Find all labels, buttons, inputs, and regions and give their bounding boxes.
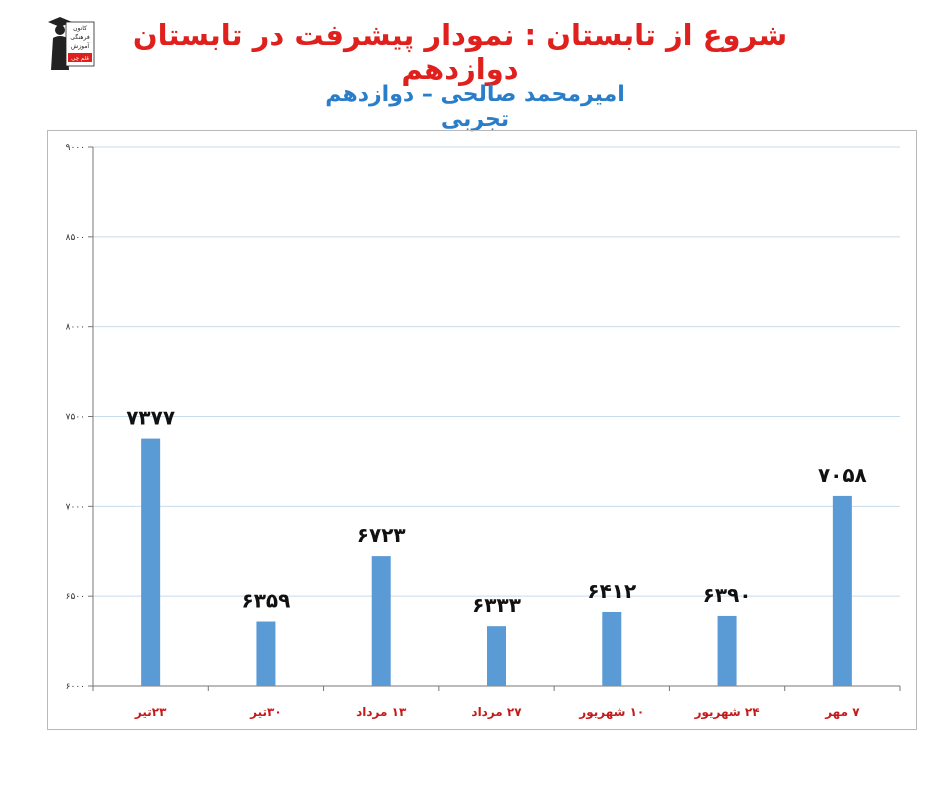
category-label: ۲۷ مرداد (471, 705, 522, 719)
data-label: ۶۳۵۹ (242, 588, 291, 612)
chart-frame (47, 130, 917, 730)
data-label: ۷۰۵۸ (818, 463, 867, 487)
bar (487, 626, 506, 686)
bar (141, 438, 161, 686)
bar (371, 556, 391, 686)
y-tick-label: ۸۰۰۰ (66, 323, 85, 333)
page-title: شروع از تابستان : نمودار پیشرفت در تابست… (132, 18, 788, 86)
y-tick-label: ۹۰۰۰ (66, 143, 85, 153)
category-label: ۱۰ شهریور (578, 705, 644, 720)
logo-text-2: فرهنگی (70, 33, 90, 41)
bar (602, 611, 622, 686)
category-label: ۷ مهر (824, 705, 860, 719)
category-label: ۲۴ شهریور (694, 705, 760, 720)
data-label: ۷۳۷۷ (126, 406, 175, 430)
y-tick-label: ۶۰۰۰ (66, 682, 85, 692)
logo-text-1: کانون (73, 25, 87, 32)
data-label: ۶۳۹۰ (703, 583, 752, 607)
logo-text-3: آموزش (71, 41, 90, 50)
page-subtitle: امیرمحمد صالحی – دوازدهم تجربی (325, 82, 625, 132)
y-tick-label: ۷۰۰۰ (66, 502, 85, 512)
category-label: ۲۳تیر (134, 705, 167, 719)
y-tick-label: ۷۵۰۰ (66, 413, 85, 423)
bar (832, 495, 852, 686)
category-label: ۳۰تیر (249, 705, 282, 719)
data-label: ۶۴۱۲ (587, 579, 636, 603)
logo-text-4: قلم چی (71, 56, 89, 62)
bar (717, 615, 737, 686)
data-label: ۶۳۳۳ (472, 593, 521, 617)
bar (256, 621, 276, 686)
y-tick-label: ۶۵۰۰ (66, 592, 85, 602)
category-label: ۱۳ مرداد (356, 705, 407, 719)
grid-lines (93, 146, 900, 597)
labels: ۶۰۰۰ ۶۵۰۰ ۷۰۰۰ ۷۵۰۰ ۸۰۰۰ ۸۵۰۰ ۹۰۰۰ ۷۳۷۷ ۲۳تیر ۶۳۵… (66, 143, 867, 720)
y-tick-label: ۸۵۰۰ (66, 233, 85, 243)
data-label: ۶۷۲۳ (357, 523, 406, 547)
bars (141, 438, 852, 686)
logo: کانون فرهنگی آموزش قلم چی (44, 14, 96, 72)
